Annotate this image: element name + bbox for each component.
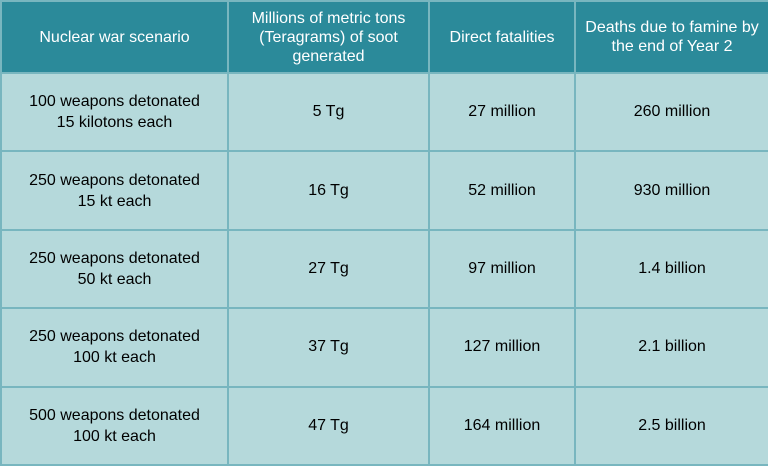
direct-fatalities-cell: 52 million <box>428 150 576 231</box>
soot-cell: 47 Tg <box>227 385 430 466</box>
header-row: Nuclear war scenario Millions of metric … <box>0 0 768 74</box>
table-row: 250 weapons detonated 50 kt each 27 Tg 97… <box>0 228 768 310</box>
scenario-cell: 250 weapons detonated 50 kt each <box>0 228 229 310</box>
header-famine-deaths: Deaths due to famine by the end of Year … <box>574 0 768 74</box>
scenario-line2: 100 kt each <box>73 427 156 445</box>
soot-cell: 37 Tg <box>227 307 430 388</box>
scenario-line2: 15 kilotons each <box>56 114 173 132</box>
scenario-cell: 100 weapons detonated 15 kilotons each <box>0 71 229 153</box>
scenario-line1: 250 weapons detonated <box>29 249 200 267</box>
soot-cell: 27 Tg <box>227 228 430 310</box>
soot-cell: 5 Tg <box>227 71 430 153</box>
famine-deaths-cell: 930 million <box>574 150 768 231</box>
scenario-line1: 100 weapons detonated <box>29 93 200 111</box>
table-row: 250 weapons detonated 15 kt each 16 Tg 52… <box>0 150 768 231</box>
famine-deaths-cell: 260 million <box>574 71 768 153</box>
scenario-cell: 250 weapons detonated 15 kt each <box>0 150 229 231</box>
famine-deaths-cell: 2.5 billion <box>574 385 768 466</box>
scenario-line2: 100 kt each <box>73 349 156 367</box>
scenario-line1: 250 weapons detonated <box>29 328 200 346</box>
famine-deaths-cell: 1.4 billion <box>574 228 768 310</box>
header-soot: Millions of metric tons (Teragrams) of s… <box>227 0 430 74</box>
direct-fatalities-cell: 164 million <box>428 385 576 466</box>
scenario-line1: 500 weapons detonated <box>29 406 200 424</box>
direct-fatalities-cell: 97 million <box>428 228 576 310</box>
famine-deaths-cell: 2.1 billion <box>574 307 768 388</box>
header-direct-fatalities: Direct fatalities <box>428 0 576 74</box>
direct-fatalities-cell: 27 million <box>428 71 576 153</box>
scenario-line2: 15 kt each <box>77 192 152 210</box>
scenario-cell: 500 weapons detonated 100 kt each <box>0 385 229 466</box>
scenario-line2: 50 kt each <box>77 270 152 288</box>
table-row: 100 weapons detonated 15 kilotons each 5 … <box>0 71 768 153</box>
scenario-cell: 250 weapons detonated 100 kt each <box>0 307 229 388</box>
scenario-line1: 250 weapons detonated <box>29 171 200 189</box>
direct-fatalities-cell: 127 million <box>428 307 576 388</box>
table-row: 250 weapons detonated 100 kt each 37 Tg 1… <box>0 307 768 388</box>
table-row: 500 weapons detonated 100 kt each 47 Tg 1… <box>0 385 768 466</box>
soot-cell: 16 Tg <box>227 150 430 231</box>
header-scenario: Nuclear war scenario <box>0 0 229 74</box>
